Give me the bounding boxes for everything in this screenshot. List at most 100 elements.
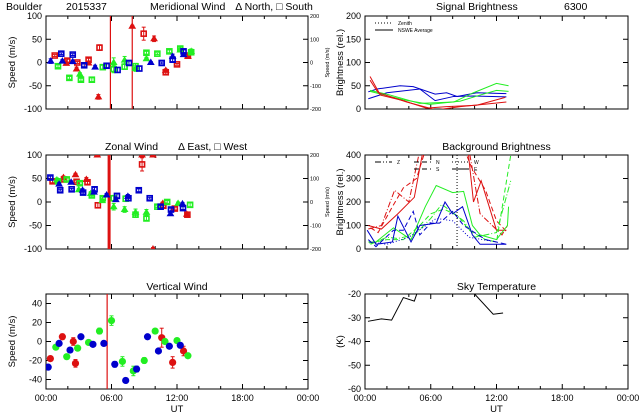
x-tick-label: 18:00 (551, 393, 574, 403)
data-point-square (179, 204, 187, 212)
x-tick-label: 00:00 (297, 393, 320, 403)
data-point-triangle (142, 208, 151, 215)
right-tick-label: 200 (310, 14, 319, 20)
panel-background: Background Brightness 0 100 200 300 400Bright… (335, 141, 629, 254)
data-point-square (96, 44, 103, 51)
y-tick-label: 50 (351, 81, 361, 91)
panel-vertical: Vertical Wind 00:00 06:00 12:00 18:00 00:00 UT… (7, 281, 319, 415)
y-tick-label: 0 (37, 58, 42, 68)
data-point-triangle (109, 58, 118, 65)
data-point-square (173, 61, 181, 68)
data-point-triangle (149, 155, 157, 158)
data-point-square (184, 211, 191, 218)
data-point-triangle (71, 170, 80, 178)
data-point-circle (154, 347, 163, 355)
y-axis-label: Speed (m/s) (7, 316, 18, 368)
data-point-square (135, 186, 143, 194)
series-line-green (368, 184, 510, 243)
panel-zonal: Zonal Wind Δ East, □ West -100 -50 0 50 100 Spe… (7, 141, 331, 254)
data-point-circle (66, 346, 74, 354)
y-tick-label: 0 (356, 104, 361, 114)
data-point-square (56, 186, 64, 194)
series-line-red (368, 155, 508, 236)
data-point-square (143, 49, 150, 57)
data-point-triangle (72, 65, 81, 72)
data-point-square (84, 178, 91, 186)
data-point-triangle (93, 155, 102, 158)
data-point-square (169, 56, 176, 64)
data-point-square (110, 65, 117, 73)
legend-label: N (436, 160, 440, 166)
series-line-blue (367, 210, 507, 248)
data-point-square (157, 203, 164, 210)
plot-area (46, 294, 192, 389)
data-point-circle (151, 327, 159, 335)
data-point-square (162, 68, 170, 76)
right-tick-label: -200 (310, 107, 321, 113)
data-point-square (180, 48, 187, 55)
data-point-triangle (146, 58, 155, 65)
data-point-square (80, 61, 88, 69)
data-point-circle (179, 347, 188, 355)
y-tick-label: 300 (346, 174, 361, 184)
data-point-square (51, 52, 59, 59)
data-point-circle (169, 358, 177, 366)
y-tick-label: 100 (346, 58, 361, 68)
x-tick-label: 00:00 (35, 393, 58, 403)
series-line-green (369, 155, 512, 244)
data-point-circle (161, 337, 169, 346)
y-tick-label: -20 (348, 289, 361, 299)
y-axis-label: (K) (335, 335, 346, 348)
y-tick-label: -100 (24, 104, 42, 114)
data-point-square (166, 48, 173, 55)
data-point-square (99, 194, 107, 202)
data-point-square (94, 201, 102, 209)
data-point-square (121, 63, 128, 70)
data-point-square (158, 59, 166, 67)
chart-title: Background Brightness (442, 141, 551, 153)
data-point-square (66, 74, 73, 82)
data-point-circle (133, 365, 141, 373)
y-tick-label: 40 (32, 299, 42, 309)
legend-text: Δ East, □ West (178, 141, 247, 153)
signal-wavelength: 6300 (564, 1, 588, 13)
x-tick-label: 12:00 (166, 393, 189, 403)
data-point-square (69, 51, 77, 58)
x-tick-label: 06:00 (100, 393, 123, 403)
data-point-triangle (109, 202, 118, 210)
panel-meridional: Meridional Wind Δ North, □ South -100 -50 0 5… (7, 1, 331, 114)
data-point-circle (118, 357, 127, 366)
x-tick-label: 00:00 (354, 393, 377, 403)
x-tick-label: 06:00 (419, 393, 442, 403)
y-tick-label: 20 (32, 318, 42, 328)
series-line-green (369, 89, 509, 105)
x-tick-label: 12:00 (485, 393, 508, 403)
plot-area (367, 294, 504, 322)
data-point-circle (140, 356, 148, 365)
data-point-circle (176, 341, 184, 349)
data-point-triangle (46, 57, 55, 64)
data-point-square (114, 66, 121, 74)
y-tick-label: 100 (27, 150, 42, 160)
y-tick-label: 50 (32, 34, 42, 44)
series-line-red (368, 155, 507, 231)
data-point-triangle (142, 54, 151, 62)
plot-area (47, 155, 194, 249)
y-tick-label: 150 (346, 34, 361, 44)
y-tick-label: 100 (27, 11, 42, 21)
data-point-square (113, 192, 121, 200)
legend-label: Z (397, 160, 400, 166)
y-tick-label: 200 (346, 197, 361, 207)
data-point-square (163, 198, 171, 206)
y-axis-label: Speed (m/s) (7, 37, 18, 89)
data-point-circle (122, 376, 130, 385)
chart-title: Sky Temperature (457, 281, 536, 293)
series-line-blue (366, 200, 507, 245)
data-point-square (132, 211, 139, 218)
data-point-triangle (174, 199, 182, 206)
data-point-square (85, 56, 92, 64)
plot-frame (364, 293, 629, 390)
series-line-black (367, 294, 504, 322)
right-tick-label: 100 (310, 37, 319, 43)
